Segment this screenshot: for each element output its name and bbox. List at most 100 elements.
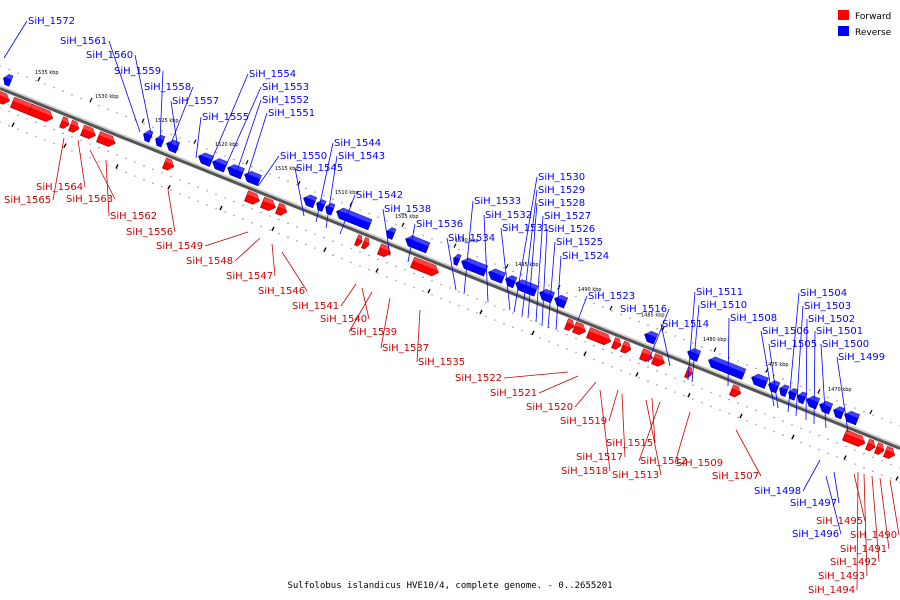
gene-body bbox=[586, 327, 612, 346]
position-dot bbox=[476, 255, 478, 258]
position-dot bbox=[314, 233, 316, 235]
position-dot bbox=[611, 352, 613, 354]
position-dot bbox=[251, 166, 253, 168]
position-dot bbox=[359, 265, 361, 267]
kbp-tick-label: 1470 kbp bbox=[828, 387, 852, 393]
gene-label: SiH_1503 bbox=[804, 301, 851, 312]
position-dot bbox=[890, 421, 892, 424]
position-dot bbox=[233, 200, 235, 203]
position-dot bbox=[89, 157, 91, 159]
gene-label: SiH_1529 bbox=[538, 185, 585, 196]
reverse-gene-arrow bbox=[687, 348, 702, 362]
position-dot bbox=[710, 391, 712, 394]
position-dot bbox=[350, 261, 352, 264]
position-dot bbox=[728, 412, 730, 415]
position-dot bbox=[206, 204, 208, 206]
position-dot bbox=[818, 434, 820, 437]
position-dot bbox=[665, 373, 667, 376]
label-leader-line bbox=[521, 189, 538, 317]
position-dot bbox=[809, 445, 811, 447]
gene-shine bbox=[567, 318, 575, 326]
position-dot bbox=[512, 270, 514, 273]
gene-label: SiH_1538 bbox=[384, 204, 431, 215]
label-leader-line bbox=[245, 112, 268, 181]
gene-body bbox=[453, 253, 462, 266]
gene-shine bbox=[304, 194, 317, 202]
label-leader-line bbox=[89, 149, 116, 200]
position-dot bbox=[548, 284, 550, 287]
position-dot bbox=[809, 431, 811, 433]
gene-label: SiH_1542 bbox=[356, 190, 403, 201]
gene-label: SiH_1506 bbox=[762, 326, 809, 337]
position-dot bbox=[440, 241, 442, 244]
position-dot bbox=[170, 175, 172, 178]
position-dot bbox=[251, 222, 253, 224]
forward-gene-arrow bbox=[162, 157, 175, 171]
position-dot bbox=[287, 180, 289, 182]
position-dot bbox=[53, 86, 55, 89]
position-dot bbox=[566, 292, 568, 294]
reverse-gene-arrow bbox=[708, 356, 747, 380]
forward-gene-arrow bbox=[564, 318, 575, 331]
reverse-gene-arrow bbox=[833, 406, 846, 420]
gene-label: SiH_1496 bbox=[792, 529, 839, 540]
gene-label: SiH_1527 bbox=[544, 211, 591, 222]
gene-body bbox=[316, 199, 327, 212]
position-dot bbox=[539, 281, 541, 283]
gene-label: SiH_1507 bbox=[712, 471, 759, 482]
gene-body bbox=[564, 318, 575, 331]
scale-mark bbox=[713, 347, 717, 352]
position-dot bbox=[881, 418, 883, 420]
genome-caption: Sulfolobus islandicus HVE10/4, complete … bbox=[287, 581, 612, 591]
position-dot bbox=[386, 220, 388, 222]
position-dot bbox=[314, 247, 316, 249]
position-dot bbox=[188, 182, 190, 185]
position-dot bbox=[215, 193, 217, 196]
position-dot bbox=[593, 344, 595, 347]
gene-label: SiH_1522 bbox=[455, 373, 502, 384]
position-dot bbox=[629, 317, 631, 319]
position-dot bbox=[800, 441, 802, 444]
label-leader-line bbox=[621, 393, 626, 458]
position-dot bbox=[170, 133, 172, 136]
position-dot bbox=[359, 209, 361, 211]
kbp-tick-label: 1475 kbp bbox=[765, 362, 789, 368]
scale-mark bbox=[635, 372, 639, 377]
kbp-tick-label: 1535 kbp bbox=[35, 70, 59, 76]
position-dot bbox=[125, 157, 127, 160]
gene-label: SiH_1572 bbox=[28, 16, 75, 27]
label-leader-line bbox=[638, 401, 661, 462]
position-dot bbox=[44, 125, 46, 127]
gene-label: SiH_1494 bbox=[808, 585, 855, 596]
position-dot bbox=[602, 362, 604, 365]
position-dot bbox=[512, 326, 514, 329]
gene-shine bbox=[820, 401, 833, 408]
position-dot bbox=[845, 403, 847, 406]
position-dot bbox=[323, 194, 325, 197]
gene-label: SiH_1541 bbox=[292, 301, 339, 312]
gene-label: SiH_1535 bbox=[418, 357, 465, 368]
label-leader-line bbox=[513, 176, 538, 313]
gene-body bbox=[377, 243, 391, 258]
gene-body bbox=[651, 353, 665, 367]
gene-body bbox=[729, 384, 742, 398]
position-dot bbox=[458, 248, 460, 251]
position-dot bbox=[836, 400, 838, 402]
kbp-tick-label: 1505 kbp bbox=[395, 214, 419, 220]
gene-label: SiH_1498 bbox=[754, 486, 801, 497]
position-dot bbox=[827, 396, 829, 399]
position-dot bbox=[269, 215, 271, 217]
label-leader-line bbox=[577, 295, 588, 321]
gene-label: SiH_1536 bbox=[416, 219, 463, 230]
position-dot bbox=[854, 463, 856, 465]
gene-label: SiH_1520 bbox=[526, 402, 573, 413]
scale-mark bbox=[219, 205, 223, 211]
scale-mark bbox=[167, 184, 171, 190]
gene-label: SiH_1499 bbox=[838, 352, 885, 363]
position-dot bbox=[386, 262, 388, 264]
position-dot bbox=[341, 202, 343, 204]
position-dot bbox=[881, 460, 883, 462]
kbp-tick-label: 1530 kbp bbox=[95, 94, 119, 100]
position-dot bbox=[566, 348, 568, 350]
gene-body bbox=[28, 103, 54, 122]
